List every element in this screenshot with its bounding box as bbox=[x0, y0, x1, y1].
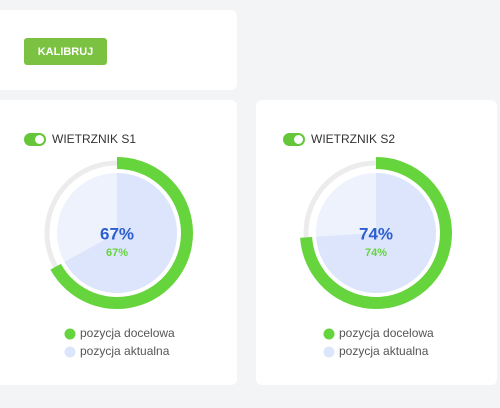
target-label: 67% bbox=[106, 247, 128, 259]
legend-dot bbox=[64, 328, 76, 340]
card-title: WIETRZNIK S1 bbox=[52, 132, 136, 146]
actual-wedge bbox=[64, 173, 178, 294]
toggle-knob bbox=[294, 135, 303, 144]
legend-dot bbox=[323, 328, 335, 340]
actual-label: 74% bbox=[359, 224, 393, 243]
top-card bbox=[0, 10, 237, 90]
legend-label: pozycja docelowa bbox=[80, 326, 175, 340]
card-title: WIETRZNIK S2 bbox=[311, 132, 395, 146]
target-arc bbox=[50, 157, 193, 309]
actual-wedge bbox=[316, 173, 436, 293]
legend-label: pozycja aktualna bbox=[80, 344, 170, 358]
legend-label: pozycja aktualna bbox=[339, 344, 429, 358]
legend-label: pozycja docelowa bbox=[339, 326, 434, 340]
toggle-knob bbox=[35, 135, 44, 144]
legend-dot bbox=[323, 346, 335, 358]
target-arc bbox=[300, 157, 452, 309]
legend-dot bbox=[64, 346, 76, 358]
calibrate-button[interactable] bbox=[24, 38, 107, 65]
calibrate-button-label: KALIBRUJ bbox=[38, 46, 94, 58]
actual-label: 67% bbox=[100, 224, 134, 243]
target-label: 74% bbox=[365, 247, 387, 259]
